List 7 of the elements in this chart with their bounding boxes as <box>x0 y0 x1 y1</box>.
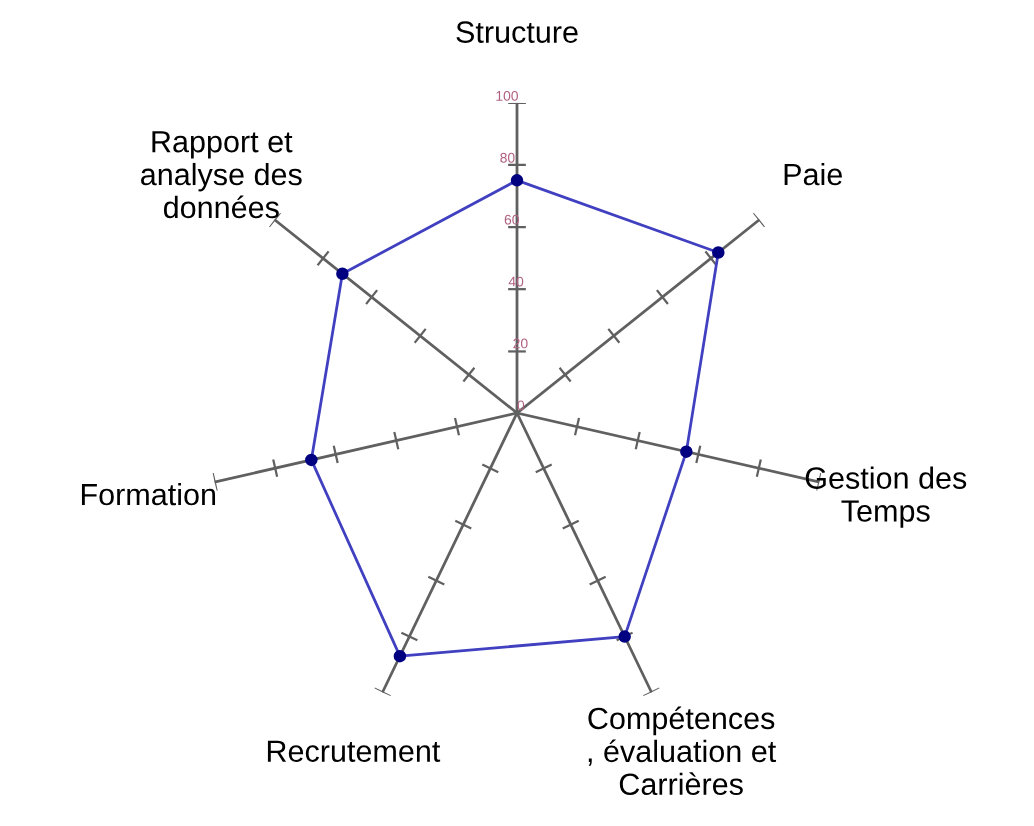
spoke-label: Gestion des Temps <box>805 466 967 528</box>
spoke-label: Rapport et analyse des données <box>141 131 302 219</box>
spoke-label: Paie <box>784 162 842 186</box>
spoke-label: Compétences , évaluation et Carrières <box>588 706 777 796</box>
spoke-label: Recrutement <box>267 740 441 762</box>
spoke-label: Structure <box>456 21 578 43</box>
spoke-label: Formation <box>81 482 216 506</box>
